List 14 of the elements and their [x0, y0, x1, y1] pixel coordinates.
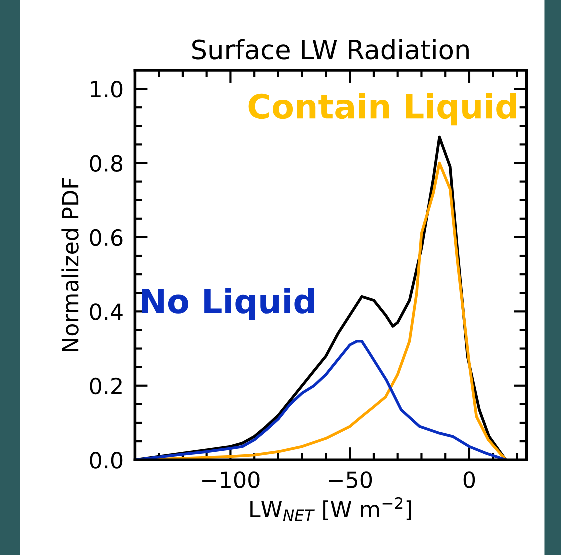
x-tick-label: 0 [464, 472, 476, 488]
text: Contain Liquid [248, 93, 516, 126]
y-tick-label: 0.2 [90, 378, 122, 395]
x-tick-label: −100 [202, 472, 260, 488]
series-label: No Liquid [142, 288, 314, 320]
chart-title: Surface LW Radiation [192, 39, 469, 60]
y-tick-label: 1.0 [91, 80, 123, 98]
y-axis-title: Normalized PDF [62, 178, 79, 352]
x-axis-title: LW$_{NET}$ [W m$^{−2}$] [250, 497, 412, 522]
y-tick-label: 0.8 [90, 155, 123, 172]
y-tick-label: 0.4 [90, 304, 123, 320]
y-tick-label: 0.0 [90, 452, 123, 469]
x-tick-label: −50 [328, 472, 372, 488]
y-tick-label: 0.6 [90, 229, 123, 246]
